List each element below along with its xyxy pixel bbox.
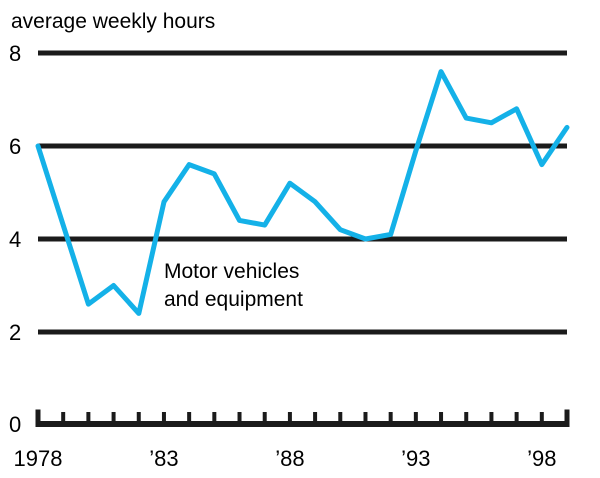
- x-tick-label-1993: ’93: [401, 446, 430, 471]
- series-label: Motor vehicles and equipment: [164, 258, 303, 314]
- series-label-line1: Motor vehicles: [164, 260, 300, 283]
- y-tick-label-8: 8: [9, 41, 21, 66]
- x-tick-label-1978: 1978: [14, 446, 63, 471]
- x-tick-label-1988: ’88: [275, 446, 304, 471]
- y-tick-label-0: 0: [9, 412, 21, 437]
- series-label-line2: and equipment: [164, 288, 303, 311]
- y-tick-label-6: 6: [9, 134, 21, 159]
- y-tick-label-4: 4: [9, 227, 21, 252]
- data-line: [35, 69, 570, 316]
- chart-title: average weekly hours: [11, 10, 216, 33]
- x-tick-label-1998: ’98: [527, 446, 556, 471]
- y-tick-label-2: 2: [9, 320, 21, 345]
- x-tick-label-1983: ’83: [149, 446, 178, 471]
